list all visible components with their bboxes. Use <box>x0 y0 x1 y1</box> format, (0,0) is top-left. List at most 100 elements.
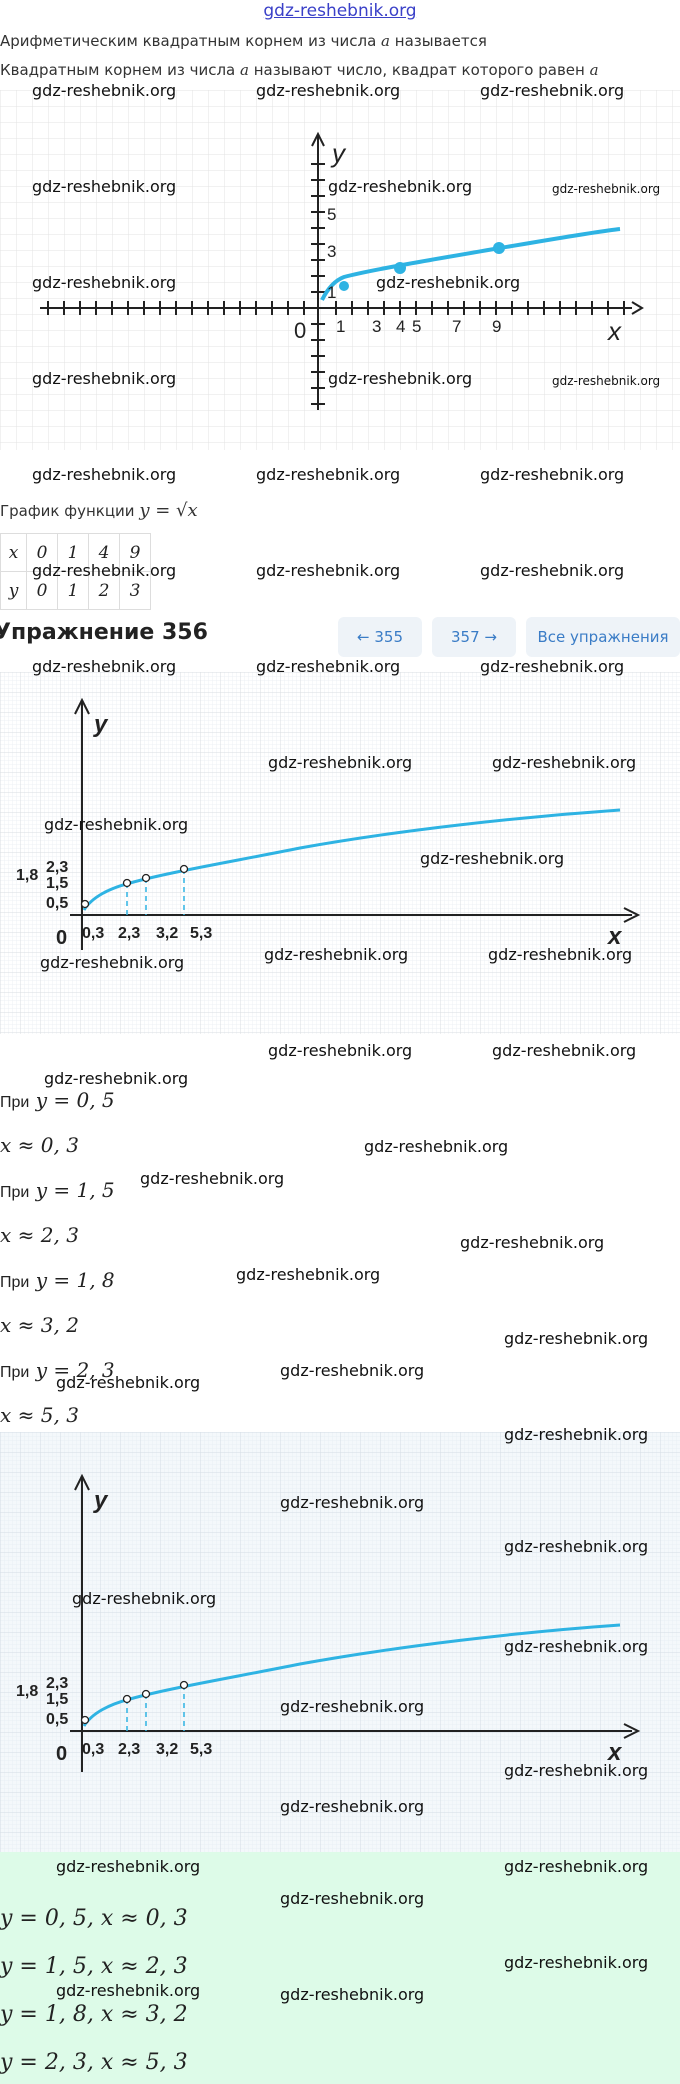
x-tick-label-4: 4 <box>396 317 405 336</box>
answer-point <box>122 1694 132 1704</box>
watermark: gdz-reshebnik.org <box>44 815 189 834</box>
watermark: gdz-reshebnik.org <box>268 753 413 772</box>
watermark: gdz-reshebnik.org <box>264 945 409 964</box>
solution-label: При <box>0 1094 30 1111</box>
x-axis-label: x <box>606 316 622 346</box>
y-label-0-5: 0,5 <box>46 1711 68 1728</box>
x-axis <box>40 301 644 315</box>
answer-point <box>80 899 90 909</box>
x-tick-label-9: 9 <box>492 317 501 336</box>
answer-block: y = 0, 5, x ≈ 0, 3 y = 1, 5, x ≈ 2, 3 y … <box>0 1852 680 2084</box>
solution-line: x ≈ 0, 3 <box>0 1133 79 1157</box>
y-label-1-8: 1,8 <box>16 867 38 884</box>
solution-formula: y = 2, 3 <box>35 1358 115 1382</box>
solution-formula: x ≈ 2, 3 <box>0 1223 79 1247</box>
watermark: gdz-reshebnik.org <box>280 1493 425 1512</box>
solution-formula: y = 1, 8 <box>35 1268 115 1292</box>
watermark: gdz-reshebnik.org <box>504 1857 649 1876</box>
watermark: gdz-reshebnik.org <box>492 753 637 772</box>
watermark: gdz-reshebnik.org <box>420 849 565 868</box>
sqrt-graph-svg: y x 0 1 3 4 5 7 9 1 3 5 <box>0 90 680 450</box>
definition-tail: называется <box>390 32 487 50</box>
y-axis-label: y <box>93 711 109 738</box>
answer-line: y = 0, 5, x ≈ 0, 3 <box>0 1906 188 1931</box>
watermark: gdz-reshebnik.org <box>32 561 177 580</box>
watermark: gdz-reshebnik.org <box>56 1981 201 2000</box>
x-axis-label: x <box>606 923 623 950</box>
curve-point-1 <box>339 281 349 291</box>
guide-lines <box>126 869 185 915</box>
table-row: y 0 1 2 3 <box>0 571 151 610</box>
y-tick-label-3: 3 <box>327 242 336 261</box>
watermark: gdz-reshebnik.org <box>256 465 401 484</box>
function-caption: График функции y = √x <box>0 500 198 521</box>
solution-label: При <box>0 1364 30 1381</box>
prev-exercise-button[interactable]: ← 355 <box>338 617 422 657</box>
watermark: gdz-reshebnik.org <box>480 81 625 100</box>
watermark: gdz-reshebnik.org <box>504 1637 649 1656</box>
watermark: gdz-reshebnik.org <box>504 1761 649 1780</box>
y-label-2-3: 2,3 <box>46 859 68 876</box>
y-axis-arrow <box>74 697 90 715</box>
solution-line: x ≈ 3, 2 <box>0 1313 79 1337</box>
watermark: gdz-reshebnik.org <box>236 1265 381 1284</box>
solution-line: При y = 1, 5 <box>0 1178 115 1202</box>
watermark: gdz-reshebnik.org <box>328 177 473 196</box>
watermark: gdz-reshebnik.org <box>504 1537 649 1556</box>
table-cell: 2 <box>88 571 120 610</box>
solution-line: x ≈ 5, 3 <box>0 1403 79 1427</box>
y-label-1-5: 1,5 <box>46 1691 68 1708</box>
x-label-0-3: 0,3 <box>82 1741 104 1758</box>
y-axis <box>311 131 325 410</box>
x-axis-label: x <box>606 1739 623 1766</box>
definition-text: Арифметическим квадратным корнем из числ… <box>0 32 382 50</box>
sqrt-graph: y x 0 1 3 4 5 7 9 1 3 5 <box>0 90 680 450</box>
exercise-title: Упражнение 356 <box>0 620 208 645</box>
solution-formula: x ≈ 3, 2 <box>0 1313 79 1337</box>
table-header-y: y <box>0 571 27 610</box>
watermark: gdz-reshebnik.org <box>280 1797 425 1816</box>
table-cell: 1 <box>57 571 89 610</box>
watermark: gdz-reshebnik.org <box>492 1041 637 1060</box>
x-label-2-3: 2,3 <box>118 925 140 942</box>
function-caption-text: График функции <box>0 502 140 520</box>
definition-var: a <box>381 32 390 50</box>
x-tick-label-3: 3 <box>372 317 381 336</box>
table-cell: 3 <box>119 571 151 610</box>
solution-line: При y = 1, 8 <box>0 1268 115 1292</box>
site-link[interactable]: gdz-reshebnik.org <box>263 1 417 21</box>
watermark: gdz-reshebnik.org <box>480 561 625 580</box>
x-axis-arrow <box>623 907 641 923</box>
definition2-text: Квадратным корнем из числа <box>0 61 241 79</box>
watermark: gdz-reshebnik.org <box>504 1329 649 1348</box>
watermark: gdz-reshebnik.org <box>376 273 521 292</box>
exercise-graph-svg: y x 0 2,3 1,8 1,5 0,5 0,3 2,3 3,2 5,3 <box>0 672 680 1034</box>
watermark: gdz-reshebnik.org <box>552 374 661 388</box>
definition-line: Арифметическим квадратным корнем из числ… <box>0 32 487 50</box>
x-tick-label-1: 1 <box>336 317 345 336</box>
watermark: gdz-reshebnik.org <box>488 945 633 964</box>
watermark: gdz-reshebnik.org <box>280 1985 425 2004</box>
solution-line: При y = 2, 3 <box>0 1358 115 1382</box>
answer-point <box>80 1715 90 1725</box>
exercise-graph: y x 0 2,3 1,8 1,5 0,5 0,3 2,3 3,2 5,3 <box>0 672 680 1034</box>
watermark: gdz-reshebnik.org <box>40 953 185 972</box>
watermark: gdz-reshebnik.org <box>256 561 401 580</box>
next-exercise-button[interactable]: 357 → <box>432 617 516 657</box>
answer-line: y = 1, 8, x ≈ 3, 2 <box>0 2002 188 2027</box>
answer-point <box>179 864 189 874</box>
all-exercises-button[interactable]: Все упражнения <box>526 617 680 657</box>
y-label-0-5: 0,5 <box>46 895 68 912</box>
answer-graph-svg: y x 0 2,3 1,8 1,5 0,5 0,3 2,3 3,2 5,3 <box>0 1432 680 1852</box>
solution-formula: x ≈ 0, 3 <box>0 1133 79 1157</box>
watermark: gdz-reshebnik.org <box>280 1889 425 1908</box>
table-cell: 1 <box>57 533 89 572</box>
x-label-3-2: 3,2 <box>156 925 178 942</box>
watermark: gdz-reshebnik.org <box>56 1857 201 1876</box>
y-label-1-8: 1,8 <box>16 1683 38 1700</box>
x-label-0-3: 0,3 <box>82 925 104 942</box>
definition2-mid: называют число, квадрат которого равен <box>248 61 590 79</box>
watermark: gdz-reshebnik.org <box>480 465 625 484</box>
watermark: gdz-reshebnik.org <box>328 369 473 388</box>
watermark: gdz-reshebnik.org <box>460 1233 605 1252</box>
